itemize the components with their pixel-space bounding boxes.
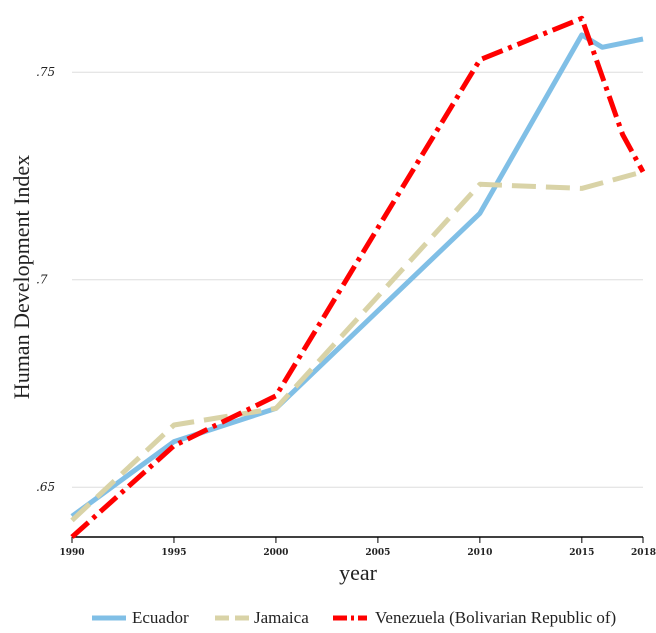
series-lines xyxy=(70,15,646,539)
x-tick-label: 1990 xyxy=(59,548,84,558)
y-tick-label: .75 xyxy=(36,65,55,79)
series-line-jamaica xyxy=(70,169,644,523)
y-tick-label: .7 xyxy=(36,273,48,287)
series-line-ecuador xyxy=(70,32,644,519)
legend-label-venezuela: Venezuela (Bolivarian Republic of) xyxy=(375,608,616,627)
series-line-venezuela xyxy=(70,15,646,539)
legend: Ecuador Jamaica Venezuela (Bolivarian Repu… xyxy=(92,608,616,627)
x-tick-label: 2018 xyxy=(631,548,656,558)
y-tick-label: .65 xyxy=(36,480,55,494)
y-axis-title: Human Development Index xyxy=(9,155,34,399)
legend-label-jamaica: Jamaica xyxy=(254,608,309,627)
x-tick-label: 2005 xyxy=(365,548,390,558)
axes xyxy=(71,536,644,543)
tick-labels: .65 .7 .75 1990 1995 2000 2005 2010 2015 2018 xyxy=(36,65,656,558)
x-tick-label: 2000 xyxy=(263,548,288,558)
x-axis-title: year xyxy=(339,560,378,585)
x-tick-label: 2010 xyxy=(467,548,492,558)
x-tick-label: 2015 xyxy=(569,548,594,558)
gridlines xyxy=(72,71,643,488)
legend-label-ecuador: Ecuador xyxy=(132,608,189,627)
x-tick-label: 1995 xyxy=(161,548,186,558)
